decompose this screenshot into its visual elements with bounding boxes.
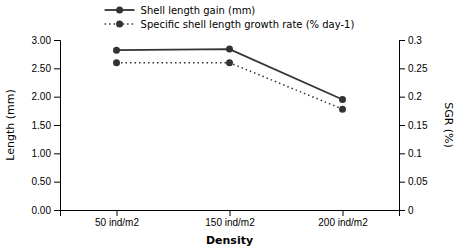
tick-mark xyxy=(54,153,60,154)
tick-label: 1.00 xyxy=(32,148,52,159)
tick-mark xyxy=(399,182,405,183)
tick-mark xyxy=(54,210,60,211)
tick: 0.50 xyxy=(32,176,60,187)
chart: 50 ind/m2 150 ind/m2 200 ind/m2 0.00 0.50 1.0… xyxy=(0,0,455,250)
axis-line xyxy=(54,41,61,211)
tick-mark xyxy=(54,125,60,126)
tick-label: 0.50 xyxy=(32,176,52,187)
legend-item: Specific shell length growth rate (% day… xyxy=(105,19,355,30)
tick-label: 0.25 xyxy=(408,63,428,74)
legend-item: Shell length gain (mm) xyxy=(105,5,256,16)
point xyxy=(226,46,233,53)
tick-mark xyxy=(343,210,344,216)
tick: 0 xyxy=(399,205,414,216)
tick-mark xyxy=(399,125,405,126)
tick: 1.50 xyxy=(32,120,60,131)
point xyxy=(113,59,120,66)
plot: 50 ind/m2 150 ind/m2 200 ind/m2 0.00 0.50 1.0… xyxy=(32,35,428,228)
tick-mark xyxy=(399,153,405,154)
y2-axis: 0 0.05 0.1 0.15 0.2 0.25 0.3 xyxy=(399,35,428,216)
tick-label: 0.15 xyxy=(408,120,428,131)
tick-mark xyxy=(117,210,118,216)
axis-line xyxy=(400,41,406,211)
point xyxy=(339,106,346,113)
tick-label: 150 ind/m2 xyxy=(205,217,255,228)
legend-label: Specific shell length growth rate (% day… xyxy=(141,19,355,30)
legend-label: Shell length gain (mm) xyxy=(141,5,256,16)
series-line xyxy=(117,49,343,99)
tick-label: 0 xyxy=(408,205,414,216)
tick-label: 1.50 xyxy=(32,120,52,131)
legend: Shell length gain (mm) Specific shell len… xyxy=(105,5,355,30)
tick: 0.00 xyxy=(32,205,60,216)
tick-label: 2.50 xyxy=(32,63,52,74)
tick: 2.50 xyxy=(32,63,60,74)
tick-label: 0.2 xyxy=(408,91,422,102)
y2-axis-title: SGR (%) xyxy=(442,102,455,148)
x-axis-title: Density xyxy=(206,234,253,247)
y-axis: 0.00 0.50 1.00 1.50 2.00 2.50 3.00 xyxy=(32,35,61,216)
x-axis: 50 ind/m2 150 ind/m2 200 ind/m2 xyxy=(61,210,400,228)
tick: 0.15 xyxy=(399,120,428,131)
tick-label: 50 ind/m2 xyxy=(95,217,139,228)
tick-mark xyxy=(54,40,60,41)
tick-mark xyxy=(399,97,405,98)
point xyxy=(226,59,233,66)
tick-label: 200 ind/m2 xyxy=(318,217,368,228)
tick: 50 ind/m2 xyxy=(95,210,139,228)
tick-label: 0.1 xyxy=(408,148,422,159)
tick-mark xyxy=(399,40,405,41)
y-axis-title: Length (mm) xyxy=(4,89,17,160)
legend-marker xyxy=(116,21,123,28)
tick-label: 2.00 xyxy=(32,91,52,102)
tick-mark xyxy=(230,210,231,216)
tick: 0.1 xyxy=(399,148,422,159)
tick: 0.25 xyxy=(399,63,428,74)
tick-label: 0.00 xyxy=(32,205,52,216)
tick: 150 ind/m2 xyxy=(205,210,255,228)
point xyxy=(113,47,120,54)
tick: 1.00 xyxy=(32,148,60,159)
legend-marker xyxy=(116,7,123,14)
tick-mark xyxy=(399,210,405,211)
tick: 0.3 xyxy=(399,35,422,46)
series-line xyxy=(117,63,343,109)
tick: 2.00 xyxy=(32,91,60,102)
tick-label: 0.05 xyxy=(408,176,428,187)
tick: 0.05 xyxy=(399,176,428,187)
tick-label: 0.3 xyxy=(408,35,422,46)
tick-mark xyxy=(54,68,60,69)
point xyxy=(339,96,346,103)
tick: 0.2 xyxy=(399,91,422,102)
tick: 3.00 xyxy=(32,35,60,46)
axis-line xyxy=(61,211,400,217)
tick-mark xyxy=(54,182,60,183)
tick-mark xyxy=(399,68,405,69)
marks xyxy=(113,46,346,113)
tick: 200 ind/m2 xyxy=(318,210,368,228)
tick-label: 3.00 xyxy=(32,35,52,46)
tick-mark xyxy=(54,97,60,98)
